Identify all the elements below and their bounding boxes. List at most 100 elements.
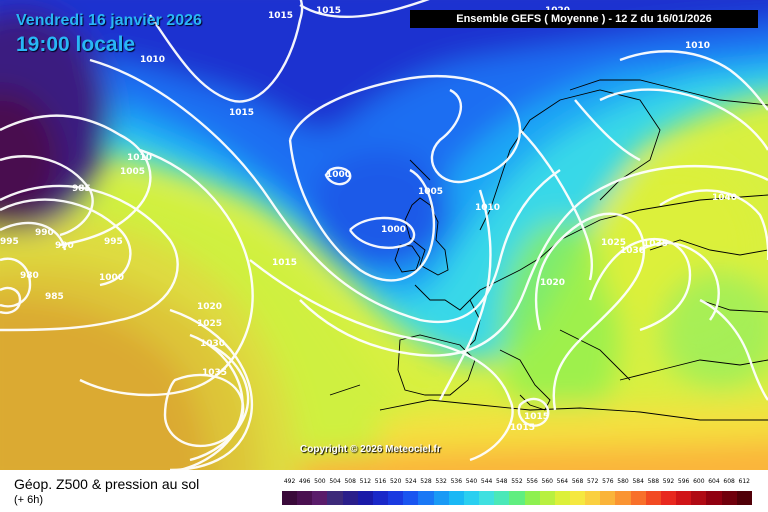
scale-label: 516 <box>374 478 387 485</box>
scale-swatch <box>509 491 525 505</box>
color-scale-swatches <box>282 491 752 505</box>
color-scale: 492 496 500 504 508 512 516 520 524 528 532 536 540 5… <box>282 478 752 505</box>
isobar-label: 1010 <box>475 203 500 213</box>
scale-swatch <box>645 491 661 505</box>
isobar-label: 985 <box>72 184 91 194</box>
scale-swatch <box>736 491 752 505</box>
isobar-label: 985 <box>45 292 64 302</box>
weather-map: 1015 1015 1020 1015 1010 1005 985 990 99… <box>0 0 768 470</box>
isobar-label: 1015 <box>316 6 341 16</box>
isobar-label: 1005 <box>418 187 443 197</box>
scale-swatch <box>312 491 328 505</box>
scale-label: 588 <box>647 478 660 485</box>
scale-swatch <box>357 491 373 505</box>
isobars <box>0 0 768 470</box>
scale-label: 492 <box>283 478 296 485</box>
isobar-label: 1010 <box>127 153 152 163</box>
geopotential-field <box>0 0 768 470</box>
scale-label: 560 <box>541 478 553 485</box>
scale-swatch <box>585 491 601 505</box>
scale-swatch <box>327 491 343 505</box>
scale-swatch <box>448 491 464 505</box>
scale-swatch <box>691 491 707 505</box>
scale-swatch <box>600 491 616 505</box>
scale-label: 500 <box>314 478 326 485</box>
scale-swatch <box>554 491 570 505</box>
isobar-label: 980 <box>20 271 39 281</box>
legend-bar: Géop. Z500 & pression au sol (+ 6h) 492 4… <box>0 470 768 512</box>
scale-label: 532 <box>435 478 447 485</box>
isobar-label: 1030 <box>620 246 645 256</box>
scale-swatch <box>433 491 449 505</box>
isobar-label: 1020 <box>540 278 565 288</box>
scale-swatch <box>706 491 722 505</box>
scale-label: 520 <box>389 478 402 485</box>
scale-swatch <box>615 491 631 505</box>
scale-label: 596 <box>677 478 690 485</box>
scale-swatch <box>463 491 480 505</box>
scale-swatch <box>342 491 358 505</box>
scale-swatch <box>569 491 586 505</box>
scale-label: 552 <box>511 478 523 485</box>
isobar-label: 1000 <box>99 273 124 283</box>
coastlines <box>329 79 768 421</box>
scale-label: 576 <box>602 478 614 485</box>
scale-label: 572 <box>586 478 599 485</box>
isobar-label: 1015 <box>229 108 254 118</box>
isobar-label: 1000 <box>381 225 406 235</box>
scale-swatch <box>403 491 419 505</box>
scale-label: 600 <box>693 478 705 485</box>
isobar-label: 1025 <box>601 238 626 248</box>
scale-label: 556 <box>526 478 538 485</box>
isobar-label: 1010 <box>140 55 165 65</box>
scale-label: 504 <box>329 478 341 485</box>
scale-swatch <box>721 491 737 505</box>
scale-swatch <box>660 491 677 505</box>
scale-swatch <box>630 491 646 505</box>
scale-label: 612 <box>738 478 750 485</box>
scale-swatch <box>539 491 555 505</box>
isobar-label: 1015 <box>510 423 535 433</box>
isobar-label: 1005 <box>120 167 145 177</box>
scale-swatch <box>524 491 540 505</box>
isobar-label: 1025 <box>197 319 222 329</box>
isobar-label: 995 <box>0 237 19 247</box>
forecast-time: 19:00 locale <box>16 33 136 56</box>
parameter-subtitle: (+ 6h) <box>14 494 44 506</box>
color-scale-labels: 492 496 500 504 508 512 516 520 524 528 532 536 540 5… <box>282 478 752 489</box>
isobar-label: 1030 <box>200 339 225 349</box>
isobar-label: 1035 <box>202 368 227 378</box>
scale-label: 544 <box>480 478 493 485</box>
forecast-date: Vendredi 16 janvier 2026 <box>16 12 202 29</box>
isobar-label: 990 <box>35 228 54 238</box>
scale-swatch <box>479 491 495 505</box>
scale-label: 592 <box>662 478 675 485</box>
scale-swatch <box>297 491 313 505</box>
scale-label: 528 <box>420 478 432 485</box>
isobar-label: 990 <box>55 241 74 251</box>
parameter-title: Géop. Z500 & pression au sol <box>14 476 200 492</box>
scale-swatch <box>418 491 434 505</box>
isobar-label: 1035 <box>643 239 668 249</box>
scale-label: 536 <box>450 478 463 485</box>
isobar-label: 1010 <box>685 41 710 51</box>
scale-swatch <box>282 491 298 505</box>
scale-label: 508 <box>344 478 356 485</box>
scale-swatch <box>372 491 389 505</box>
scale-label: 548 <box>496 478 508 485</box>
scale-label: 568 <box>571 478 584 485</box>
isobar-label: 995 <box>104 237 123 247</box>
scale-label: 524 <box>405 478 417 485</box>
scale-swatch <box>676 491 692 505</box>
copyright-notice: Copyright © 2026 Meteociel.fr <box>300 444 441 455</box>
isobar-label: 1015 <box>524 412 549 422</box>
scale-swatch <box>388 491 404 505</box>
isobar-label: 1020 <box>197 302 222 312</box>
scale-label: 584 <box>632 478 644 485</box>
scale-label: 608 <box>723 478 735 485</box>
ensemble-run-label: Ensemble GEFS ( Moyenne ) - 12 Z du 16/0… <box>410 10 758 28</box>
scale-swatch <box>494 491 510 505</box>
isobar-label: 1040 <box>712 193 737 203</box>
isobar-label: 1000 <box>326 170 351 180</box>
